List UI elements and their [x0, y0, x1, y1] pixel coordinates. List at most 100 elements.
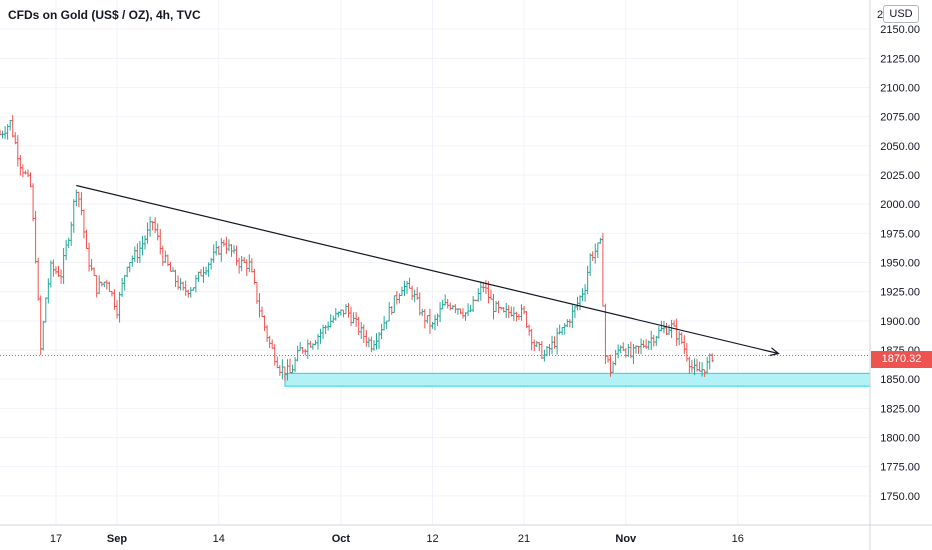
trendline[interactable]: [76, 184, 779, 355]
ohlc-bar: [494, 301, 498, 313]
ohlc-bar: [135, 243, 139, 264]
ohlc-bar: [270, 339, 274, 349]
price-axis[interactable]: 2150.00 2125.00 2100.00 2075.00 2050.00 2025.…: [877, 9, 920, 503]
ohlc-bar: [46, 278, 50, 304]
ohlc-bar: [586, 265, 590, 294]
ohlc-bar: [237, 257, 241, 274]
ohlc-bar: [278, 364, 282, 376]
ohlc-bar: [245, 259, 249, 276]
ohlc-bar: [535, 340, 539, 348]
time-tick-label: Nov: [615, 533, 637, 545]
ohlc-bar: [573, 305, 577, 319]
ohlc-bar: [461, 308, 465, 319]
ohlc-bar: [662, 321, 666, 334]
ohlc-bar: [532, 339, 536, 352]
ohlc-bar: [606, 355, 610, 363]
ohlc-bar: [387, 302, 391, 322]
ohlc-bar: [3, 126, 7, 140]
ohlc-bar: [293, 357, 297, 373]
ohlc-bar: [219, 237, 223, 262]
ohlc-bar: [568, 319, 572, 328]
ohlc-bar: [601, 232, 605, 307]
ohlc-bar: [105, 279, 109, 290]
ohlc-bar: [128, 261, 132, 273]
ohlc-bar: [649, 330, 653, 351]
price-tick-label: 1800.00: [880, 433, 920, 445]
ohlc-bar: [181, 281, 185, 291]
ohlc-bar: [591, 251, 595, 261]
ohlc-bar: [222, 239, 226, 247]
time-tick-label: Oct: [332, 533, 351, 545]
price-tick-label-top: 2: [877, 9, 883, 21]
ohlc-bar: [463, 312, 468, 321]
ohlc-bar: [364, 329, 368, 347]
ohlc-bar: [11, 115, 15, 138]
ohlc-bar: [49, 260, 53, 288]
time-axis[interactable]: 17 Sep 14 Oct 12 21 Nov 16: [50, 533, 744, 545]
ohlc-bar: [346, 302, 351, 318]
ohlc-bar: [168, 261, 173, 272]
ohlc-bar: [479, 281, 483, 301]
ohlc-bar: [372, 340, 376, 351]
ohlc-bar: [44, 297, 48, 323]
time-tick-label: 14: [213, 533, 225, 545]
ohlc-bar: [669, 319, 674, 339]
time-tick-label: 21: [518, 533, 530, 545]
ohlc-bar: [392, 295, 396, 313]
ohlc-bar: [79, 191, 84, 216]
time-tick-label: 17: [50, 533, 62, 545]
ohlc-bar: [273, 344, 277, 366]
ohlc-bar: [469, 304, 473, 313]
price-tick-label: 2000.00: [880, 199, 920, 211]
ohlc-bar: [563, 322, 567, 335]
ohlc-bar: [710, 353, 714, 363]
ohlc-bar: [435, 313, 440, 326]
ohlc-bar: [67, 237, 71, 248]
price-tick-label: 2125.00: [880, 53, 920, 65]
ohlc-bar: [321, 324, 325, 340]
ohlc-bar: [247, 254, 251, 273]
ohlc-bar: [438, 302, 442, 323]
ohlc-bar: [565, 319, 569, 328]
ohlc-bar: [379, 323, 384, 340]
ohlc-bar: [641, 340, 646, 349]
ohlc-bar: [324, 325, 328, 334]
ohlc-bar: [173, 269, 178, 287]
ohlc-bar: [31, 183, 35, 222]
support-zone[interactable]: [284, 372, 871, 387]
ohlc-bar: [471, 295, 475, 313]
ohlc-bar: [212, 244, 216, 263]
ohlc-bar: [687, 356, 691, 374]
price-tick-label: 1925.00: [880, 287, 920, 299]
ohlc-bar: [39, 295, 43, 355]
ohlc-bar: [496, 300, 501, 314]
ohlc-bar: [280, 359, 284, 380]
ohlc-bar: [466, 303, 470, 317]
price-tick-label: 1825.00: [880, 403, 920, 415]
ohlc-bar: [430, 321, 435, 329]
ohlc-bar: [194, 274, 198, 293]
ohlc-bar: [588, 253, 592, 277]
currency-button[interactable]: USD: [883, 5, 919, 23]
ohlc-bar: [84, 229, 89, 250]
ohlc-bar: [296, 345, 300, 362]
ohlc-bar: [214, 241, 218, 256]
ohlc-bar: [196, 271, 201, 282]
ohlc-bar: [614, 349, 618, 366]
price-tick-label: 1975.00: [880, 228, 920, 240]
ohlc-bar: [140, 235, 145, 256]
time-tick-label: Sep: [107, 533, 127, 545]
ohlc-bar: [240, 255, 244, 272]
ohlc-bar: [262, 315, 267, 332]
ohlc-bar: [107, 281, 111, 293]
ohlc-bar: [260, 306, 264, 318]
ohlc-bar: [23, 170, 28, 175]
time-tick-label: 12: [426, 533, 438, 545]
ohlc-bar: [115, 300, 119, 319]
ohlc-bar: [522, 305, 526, 315]
chart-title: CFDs on Gold (US$ / OZ), 4h, TVC: [8, 8, 201, 22]
ohlc-bar: [580, 288, 585, 302]
time-tick-label: 16: [732, 533, 744, 545]
ohlc-bar: [657, 326, 661, 339]
